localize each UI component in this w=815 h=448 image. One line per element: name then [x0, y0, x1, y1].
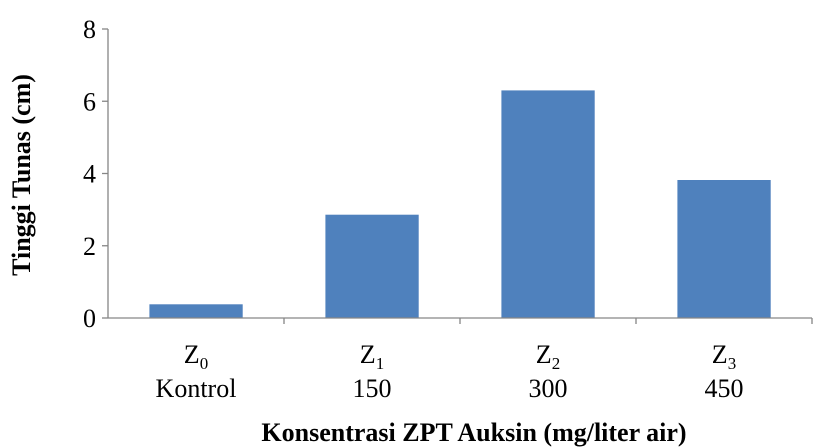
y-tick-label: 4 — [83, 160, 96, 189]
bar — [325, 214, 419, 318]
y-tick-label: 2 — [83, 232, 96, 261]
x-category-symbol: Z3 — [712, 340, 736, 373]
y-axis: 0 2 4 6 8 — [83, 15, 109, 333]
x-category-label: 150 — [353, 374, 392, 403]
y-tick-label: 0 — [83, 304, 96, 333]
y-tick-label: 6 — [83, 87, 96, 116]
x-axis-title: Konsentrasi ZPT Auksin (mg/liter air) — [261, 418, 686, 447]
x-category-symbol: Z1 — [360, 340, 384, 373]
x-category-label: Kontrol — [156, 374, 237, 403]
y-tick-label: 8 — [83, 15, 96, 44]
x-category-label: 450 — [705, 374, 744, 403]
bars — [149, 90, 771, 319]
y-axis-title: Tinggi Tunas (cm) — [7, 74, 36, 276]
x-category-symbol: Z2 — [536, 340, 560, 373]
bar — [501, 90, 595, 319]
bar — [149, 304, 243, 318]
bar — [677, 180, 771, 318]
x-category-label: 300 — [529, 374, 568, 403]
x-category-symbol: Z0 — [184, 340, 208, 373]
